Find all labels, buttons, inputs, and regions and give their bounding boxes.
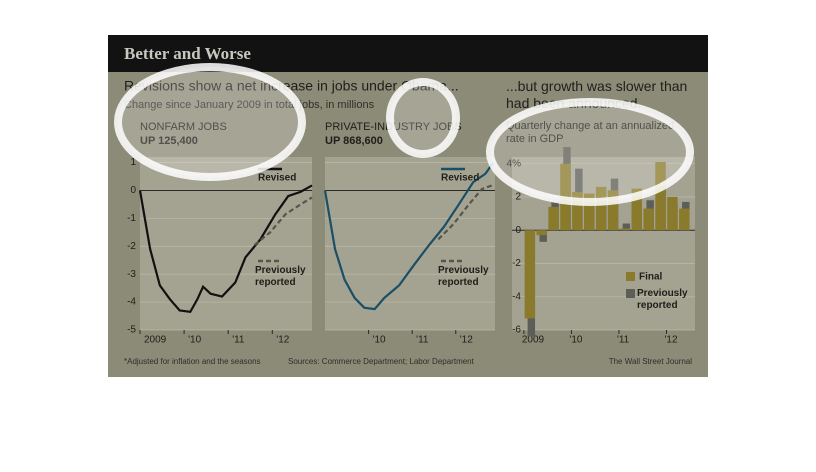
- bar: [607, 190, 619, 231]
- x-tick-label: '10: [373, 335, 386, 346]
- y-tick-label: 2: [515, 192, 521, 203]
- bar: [643, 208, 654, 231]
- bar: [539, 230, 547, 242]
- chart-title: NONFARM JOBS: [140, 121, 227, 133]
- scribble: [114, 63, 306, 181]
- left-subtitle: Change since January 2009 in total jobs,…: [124, 99, 375, 111]
- legend-label: Previously reported: [637, 288, 688, 311]
- bar: [584, 193, 595, 231]
- chart-subtitle: UP 868,600: [325, 135, 383, 147]
- bar: [572, 191, 583, 231]
- right-subtitle: Quarterly change at an annualized rate i…: [506, 120, 696, 146]
- x-tick-label: '12: [664, 335, 677, 346]
- y-tick-label: 0: [515, 225, 521, 236]
- y-tick-label: -2: [512, 258, 521, 269]
- legend-label-box: Previously reported: [637, 288, 688, 311]
- x-tick-label: '11: [232, 335, 245, 346]
- bar: [622, 223, 631, 231]
- footer-credit: The Wall Street Journal: [609, 357, 693, 366]
- x-tick-label: 2009: [522, 335, 545, 346]
- legend-label: Final: [639, 272, 663, 283]
- x-tick-label: '11: [416, 335, 429, 346]
- right-subtitle-box: Quarterly change at an annualized rate i…: [506, 120, 696, 146]
- legend-label: Previously reported: [438, 265, 489, 288]
- bar: [595, 186, 607, 231]
- y-tick-label: -4: [127, 297, 136, 308]
- y-tick-label: 4%: [507, 158, 522, 169]
- plot-area: [140, 157, 312, 330]
- legend-label: Revised: [441, 173, 479, 184]
- scribbles: [114, 63, 694, 206]
- plot-area: [325, 157, 495, 330]
- scribble: [386, 78, 460, 158]
- x-tick-label: '12: [460, 335, 473, 346]
- chart-subtitle: UP 125,400: [140, 135, 198, 147]
- line: [138, 184, 313, 314]
- x-tick-label: 2009: [144, 335, 167, 346]
- legend-swatch: [626, 289, 635, 298]
- bar: [524, 230, 536, 319]
- legend-label: Previously reported: [255, 265, 306, 288]
- y-tick-label: 0: [130, 185, 136, 196]
- y-tick-label: -1: [127, 213, 136, 224]
- scribble: [486, 98, 694, 206]
- bar: [631, 188, 643, 231]
- y-tick-label: 1: [130, 157, 136, 168]
- charts: NONFARM JOBS UP 125,400 1 0 -1 -2 -3 -4 -5 2009 '1…: [127, 121, 695, 346]
- bar: [655, 161, 666, 231]
- left-title: Revisions show a net increase in jobs un…: [124, 78, 459, 94]
- y-tick-label: -2: [127, 241, 136, 252]
- bar: [667, 196, 678, 231]
- bar: [536, 230, 547, 236]
- y-tick-label: -6: [512, 325, 521, 336]
- bar: [679, 208, 690, 231]
- y-tick-label: -3: [127, 269, 136, 280]
- legend-label-box: Previously reported: [438, 265, 489, 288]
- legend-label-box: Previously reported: [255, 265, 306, 288]
- y-tick-label: -4: [512, 291, 521, 302]
- bar: [619, 228, 631, 231]
- footer-note: *Adjusted for inflation and the seasons: [124, 357, 261, 366]
- y-tick-label: -5: [127, 325, 136, 336]
- x-tick-label: '12: [276, 335, 289, 346]
- line: [323, 161, 495, 311]
- bar: [548, 206, 559, 231]
- x-tick-label: '10: [188, 335, 201, 346]
- legend-label: Revised: [258, 173, 296, 184]
- x-tick-label: '11: [617, 335, 630, 346]
- footer-sources: Sources: Commerce Department; Labor Depa…: [288, 357, 475, 366]
- legend-swatch: [626, 272, 635, 281]
- header-title: Better and Worse: [124, 44, 251, 63]
- x-tick-label: '10: [569, 335, 582, 346]
- line: [253, 196, 313, 246]
